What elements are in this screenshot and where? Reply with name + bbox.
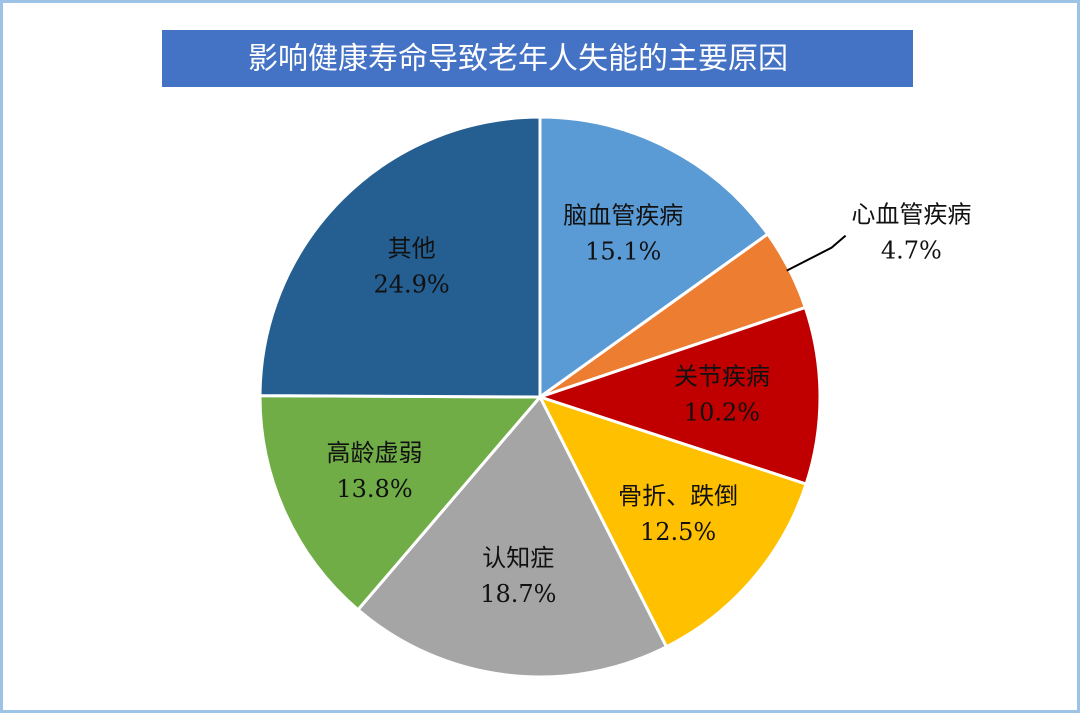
- chart-title: 影响健康寿命导致老年人失能的主要原因: [248, 42, 788, 77]
- slice-label: 其他: [388, 235, 436, 263]
- value-label: 4.7%: [881, 236, 942, 264]
- value-label: 15.1%: [585, 238, 661, 266]
- pie-slice: [258, 394, 544, 612]
- value-label: 18.7%: [480, 580, 556, 608]
- value-label: 13.8%: [336, 475, 412, 503]
- value-label: 10.2%: [684, 399, 760, 427]
- value-label: 24.9%: [373, 271, 449, 299]
- slice-label: 高龄虚弱: [327, 439, 423, 467]
- leader-line: [786, 234, 847, 272]
- value-label: 12.5%: [640, 518, 716, 546]
- pie-slice: [258, 115, 542, 399]
- title-box: [162, 30, 913, 87]
- slice-label: 关节疾病: [674, 363, 770, 391]
- pie-slice: [538, 115, 770, 400]
- slice-label: 心血管疾病: [851, 200, 971, 228]
- pie-slice: [355, 394, 669, 679]
- slice-label: 骨折、跌倒: [618, 482, 738, 510]
- slice-label: 认知症: [482, 544, 554, 572]
- pie-slice: [535, 305, 822, 486]
- pie-slice: [537, 394, 809, 649]
- slice-label: 脑血管疾病: [563, 202, 683, 230]
